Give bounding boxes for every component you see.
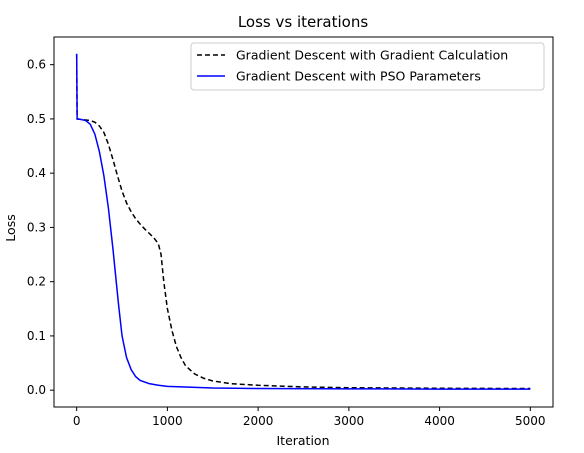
x-tick-label: 4000 xyxy=(424,414,455,428)
plot-area xyxy=(75,53,531,390)
series-line-2 xyxy=(75,53,531,390)
plot-frame xyxy=(53,36,554,408)
y-axis-label: Loss xyxy=(3,214,18,241)
y-tick-label: 0.4 xyxy=(27,166,46,180)
legend-label-2: Gradient Descent with PSO Parameters xyxy=(236,69,481,84)
y-tick-label: 0.2 xyxy=(27,275,46,289)
legend-box xyxy=(190,42,545,91)
y-tick-label: 0.0 xyxy=(27,383,46,397)
chart-title: Loss vs iterations xyxy=(238,13,368,31)
x-tick-label: 5000 xyxy=(515,414,546,428)
legend: Gradient Descent with Gradient Calculati… xyxy=(190,42,545,91)
y-tick-label: 0.3 xyxy=(27,220,46,234)
y-tick-label: 0.5 xyxy=(27,112,46,126)
x-axis-label: Iteration xyxy=(276,433,329,448)
x-tick-label: 3000 xyxy=(334,414,365,428)
x-axis: 0 1000 2000 3000 4000 5000 xyxy=(73,407,546,428)
legend-label-1: Gradient Descent with Gradient Calculati… xyxy=(236,48,508,63)
y-tick-label: 0.1 xyxy=(27,329,46,343)
x-tick-label: 1000 xyxy=(152,414,183,428)
x-tick-label: 2000 xyxy=(243,414,274,428)
series-line-1 xyxy=(75,53,531,390)
y-tick-label: 0.6 xyxy=(27,58,46,72)
y-axis: 0.0 0.1 0.2 0.3 0.4 0.5 0.6 xyxy=(27,58,54,397)
x-tick-label: 0 xyxy=(73,414,81,428)
